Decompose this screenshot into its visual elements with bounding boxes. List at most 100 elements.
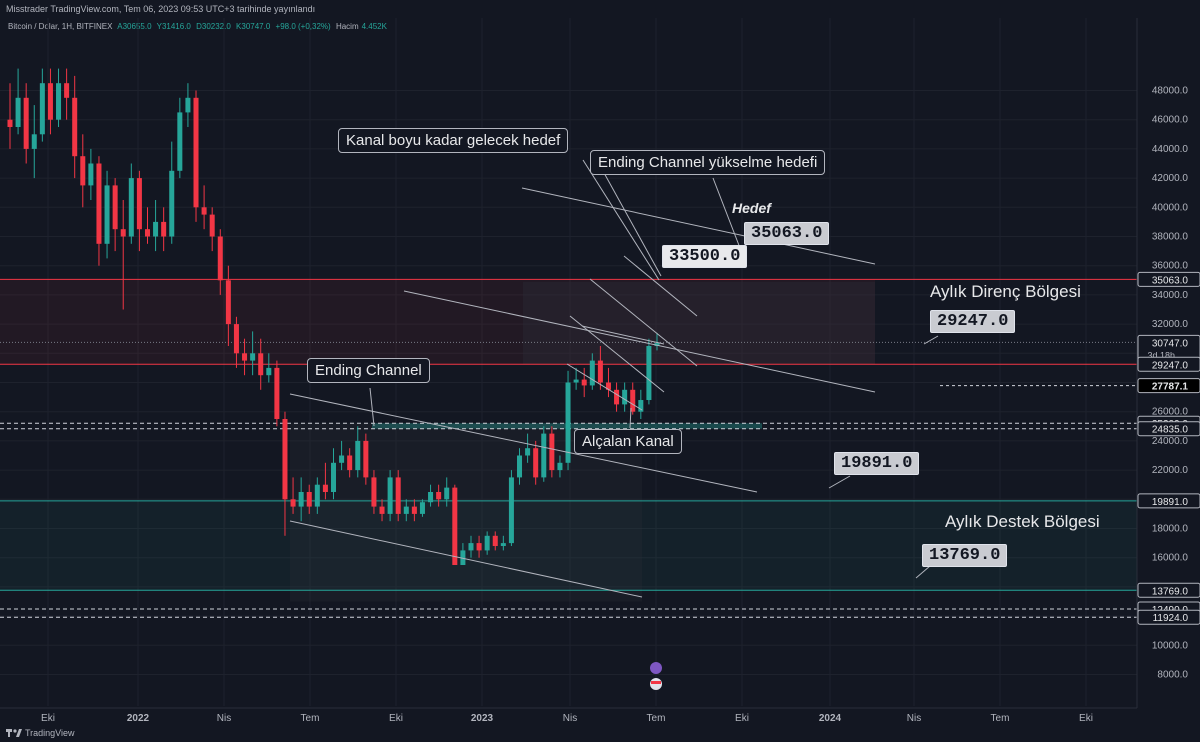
target-projection-zone xyxy=(523,281,875,365)
x-tick-9: 2024 xyxy=(819,713,842,724)
resistance-zone xyxy=(0,279,875,365)
candle-body-79 xyxy=(646,346,652,401)
box-35063[interactable]: 35063.0 xyxy=(744,222,830,245)
candle-body-11 xyxy=(96,163,102,244)
candle-body-26 xyxy=(217,236,223,281)
x-tick-10: Nis xyxy=(907,713,921,724)
time-axis: Eki 2022 Nis Tem Eki 2023 Nis Tem Eki 2024 Nis Tem E… xyxy=(0,662,1137,724)
price-label-text-5: 24835.0 xyxy=(1152,425,1189,436)
y-tick-14: 36000.0 xyxy=(1152,261,1189,272)
box-19891[interactable]: 19891.0 xyxy=(834,452,920,475)
candle-body-49 xyxy=(403,506,409,514)
y-tick-13: 34000.0 xyxy=(1152,290,1189,301)
candle-body-4 xyxy=(39,83,45,135)
candle-body-47 xyxy=(387,477,393,514)
candle-body-78 xyxy=(638,400,644,412)
price-label-29247.0: 29247.0 xyxy=(1137,356,1200,372)
x-tick-0: Eki xyxy=(41,713,55,724)
candle-body-35 xyxy=(290,499,296,507)
x-tick-12: Eki xyxy=(1079,713,1093,724)
candle-body-72 xyxy=(589,360,595,386)
legend-low: D30232.0 xyxy=(196,22,231,31)
callout-ending-channel-target[interactable]: Ending Channel yükselme hedefi xyxy=(590,150,826,175)
pointer-line-5 xyxy=(828,475,851,489)
price-label-bg-0 xyxy=(1137,271,1200,287)
tradingview-logo-icon xyxy=(6,729,22,737)
legend-high: Y31416.0 xyxy=(156,22,191,31)
trend-lines xyxy=(289,159,939,598)
candle-body-70 xyxy=(573,379,579,383)
candle-body-16 xyxy=(136,178,142,230)
candle-body-65 xyxy=(533,448,539,478)
candle-body-36 xyxy=(298,492,304,507)
box-29247[interactable]: 29247.0 xyxy=(930,310,1016,333)
callout-ending-channel[interactable]: Ending Channel xyxy=(307,358,430,383)
legend-symbol[interactable]: Bitcoin / Dolar, 1H, BITFINEX xyxy=(8,22,113,31)
candle-body-44 xyxy=(363,440,369,478)
candle-body-32 xyxy=(266,367,272,376)
price-label-bg-9 xyxy=(1137,609,1200,625)
pointer-line-4 xyxy=(629,407,632,429)
box-13769[interactable]: 13769.0 xyxy=(922,544,1008,567)
y-tick-4: 16000.0 xyxy=(1152,553,1189,564)
price-label-11924.0: 11924.0 xyxy=(1137,609,1200,625)
callout-alcalan-kanal[interactable]: Alçalan Kanal xyxy=(574,429,682,454)
y-tick-1: 10000.0 xyxy=(1152,640,1189,651)
trend-line-6 xyxy=(589,278,698,367)
price-chart[interactable]: 8000.010000.012000.014000.016000.018000.… xyxy=(0,18,1200,726)
y-tick-20: 48000.0 xyxy=(1152,86,1189,97)
price-label-bg-7 xyxy=(1137,582,1200,598)
candle-body-7 xyxy=(64,83,70,98)
candle-body-25 xyxy=(209,214,215,237)
box-33500[interactable]: 33500.0 xyxy=(662,245,748,268)
price-label-bg-2 xyxy=(1137,356,1200,372)
candle-body-27 xyxy=(225,280,231,325)
x-tick-8: Eki xyxy=(735,713,749,724)
candle-body-28 xyxy=(233,324,239,354)
candle-body-3 xyxy=(31,134,37,149)
price-label-text-0: 35063.0 xyxy=(1152,275,1189,286)
hedef-label: Hedef xyxy=(732,200,771,216)
candle-body-54 xyxy=(444,487,450,500)
legend-close: K30747.0 xyxy=(236,22,271,31)
candle-body-74 xyxy=(605,382,611,390)
candle-body-0 xyxy=(7,119,13,127)
candle-body-45 xyxy=(371,477,377,507)
candle-body-13 xyxy=(112,185,118,230)
trend-line-0 xyxy=(289,393,758,493)
price-label-bg-6 xyxy=(1137,493,1200,509)
price-label-text-3: 27787.1 xyxy=(1152,382,1189,393)
x-tick-6: Nis xyxy=(563,713,577,724)
price-label-13769.0: 13769.0 xyxy=(1137,582,1200,598)
trend-line-5 xyxy=(566,363,643,411)
candle-body-14 xyxy=(120,229,126,237)
symbol-legend: Bitcoin / Dolar, 1H, BITFINEX A30655.0 Y… xyxy=(8,22,390,31)
candle-body-46 xyxy=(379,506,385,514)
trend-line-1 xyxy=(289,520,643,598)
candle-body-68 xyxy=(557,462,563,471)
y-tick-16: 40000.0 xyxy=(1152,202,1189,213)
price-axis: 8000.010000.012000.014000.016000.018000.… xyxy=(1136,18,1200,708)
candle-body-2 xyxy=(23,97,29,149)
candle-body-41 xyxy=(339,455,345,463)
candle-body-43 xyxy=(355,440,361,471)
legend-volume-label: Hacim xyxy=(335,22,359,31)
candle-body-1 xyxy=(15,97,21,127)
x-tick-4: Eki xyxy=(389,713,403,724)
trend-line-8 xyxy=(581,325,665,345)
x-tick-3: Tem xyxy=(301,713,320,724)
candle-body-12 xyxy=(104,185,110,244)
callout-kanal-boyu[interactable]: Kanal boyu kadar gelecek hedef xyxy=(338,128,569,153)
bottom-bar: TradingView xyxy=(0,726,1200,742)
candle-body-61 xyxy=(500,543,506,547)
candle-body-22 xyxy=(185,97,191,113)
candle-body-69 xyxy=(565,382,571,463)
publisher-bar: Misstrader TradingView.com, Tem 06, 2023… xyxy=(0,0,1200,18)
y-tick-18: 44000.0 xyxy=(1152,144,1189,155)
pointer-line-6 xyxy=(915,565,931,579)
trend-line-7 xyxy=(623,255,698,317)
tradingview-logo: TradingView xyxy=(6,728,75,738)
candle-body-37 xyxy=(306,492,312,507)
candle-body-53 xyxy=(436,492,442,500)
candle-body-10 xyxy=(88,163,94,186)
